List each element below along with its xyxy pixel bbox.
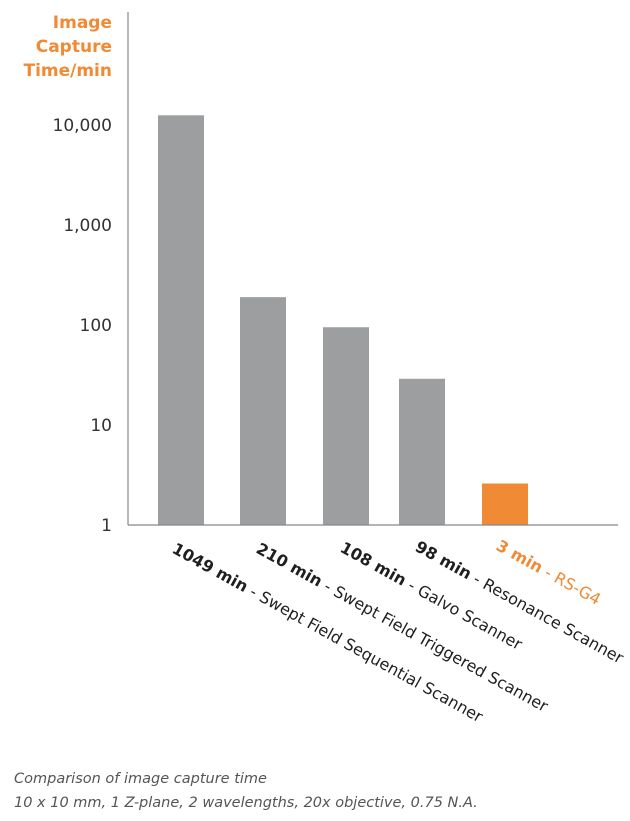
axes (127, 12, 618, 526)
category-labels: 1049 min - Swept Field Sequential Scanne… (169, 536, 627, 726)
category-value: 210 min (253, 539, 326, 591)
caption-line-1: Comparison of image capture time (14, 771, 267, 787)
y-axis-label-line: Image (53, 13, 112, 33)
y-axis-ticks: 1 10 100 1,000 10,000 (53, 116, 112, 536)
bar (323, 327, 369, 525)
y-axis-label-line: Capture (36, 37, 112, 57)
y-axis-label: Image Capture Time/min (23, 13, 112, 81)
bars (158, 115, 528, 526)
category-value: 3 min (493, 536, 546, 577)
y-tick-label: 1,000 (63, 216, 112, 236)
y-tick-label: 1 (101, 516, 112, 536)
category-value: 1049 min (169, 539, 251, 596)
y-axis-label-line: Time/min (23, 61, 112, 81)
y-tick-label: 10,000 (53, 116, 112, 136)
bar-chart: Image Capture Time/min 1 10 100 1,000 10,000 1… (23, 12, 627, 726)
y-tick-label: 10 (90, 416, 112, 436)
category-value: 108 min (337, 538, 410, 590)
category-value: 98 min (412, 537, 475, 583)
caption-line-2: 10 x 10 mm, 1 Z-plane, 2 wavelengths, 20… (14, 795, 478, 811)
category-name: - RS-G4 (537, 560, 604, 609)
bar (482, 483, 528, 525)
bar (399, 378, 445, 525)
y-tick-label: 100 (80, 316, 112, 336)
bar (158, 115, 204, 526)
bar (240, 297, 286, 525)
